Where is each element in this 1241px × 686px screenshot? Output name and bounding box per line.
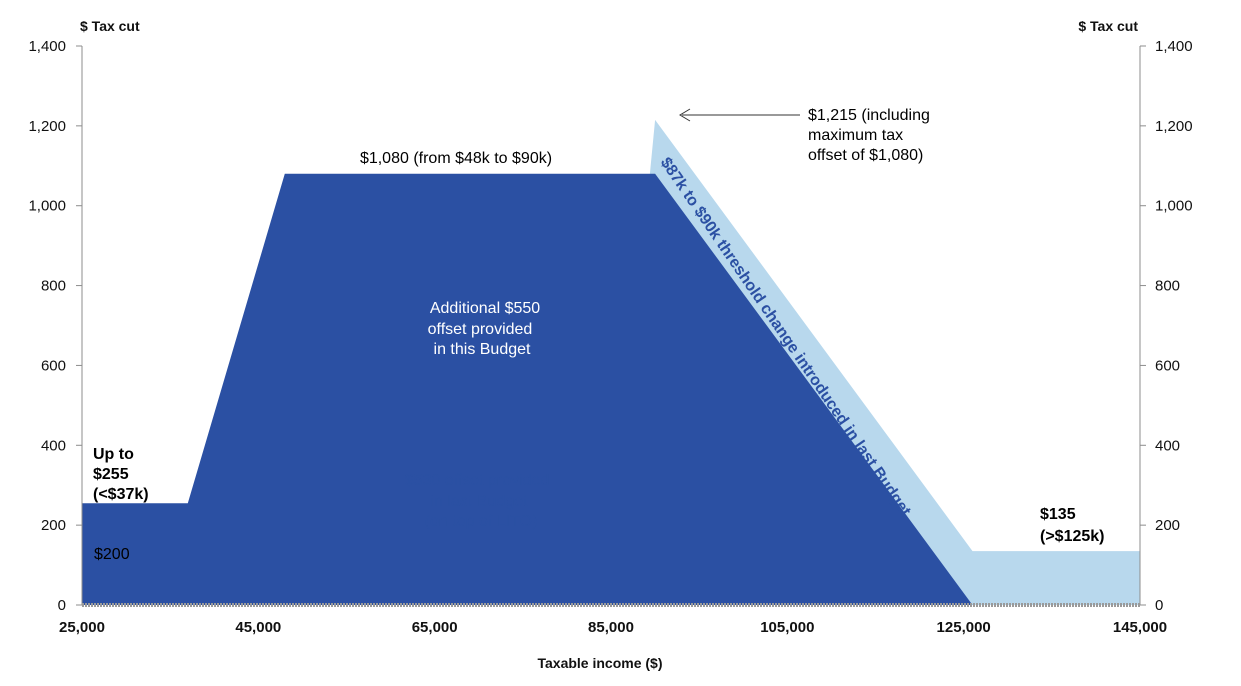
annotation-up-to-line1: Up to [93,446,134,463]
y-tick-label-right: 1,000 [1155,198,1193,215]
y-tick-label-left: 200 [41,517,66,534]
annotation-peak-plateau: $1,080 (from $48k to $90k) [360,150,552,167]
annotation-additional-line2: offset provided [428,321,533,338]
x-tick-label: 105,000 [760,619,814,636]
y-tick-label-left: 1,000 [28,198,66,215]
y-tick-label-left: 1,400 [28,38,66,55]
annotation-last-budget-line2: in last Budget [431,493,529,510]
y-axis-title-right: $ Tax cut [1078,18,1138,34]
annotation-arrow-head [679,108,691,122]
y-tick-label-right: 0 [1155,597,1163,614]
x-tick-label: 85,000 [588,619,634,636]
annotation-200: $200 [94,546,130,563]
y-tick-label-right: 400 [1155,437,1180,454]
x-tick-label: 65,000 [412,619,458,636]
y-tick-label-right: 1,200 [1155,118,1193,135]
y-tick-label-right: 200 [1155,517,1180,534]
annotation-up-to-line2: $255 [93,466,129,483]
y-tick-label-left: 0 [58,597,66,614]
axes: 0 0 200 200 400 400 600 600 800 800 1,000 1,000 1,20… [28,38,1192,636]
y-tick-label-left: 800 [41,278,66,295]
x-tick-label: 45,000 [235,619,281,636]
x-tick-label: 145,000 [1113,619,1167,636]
x-axis-title: Taxable income ($) [537,655,662,671]
annotation-additional-line3: in this Budget [434,341,532,358]
plot-areas [82,119,1140,606]
annotation-additional-line1: Additional $550 [430,300,540,317]
y-tick-label-right: 1,400 [1155,38,1193,55]
annotation-max-offset-line3: offset of $1,080) [808,147,923,164]
y-tick-label-right: 600 [1155,357,1180,374]
y-tick-label-left: 600 [41,357,66,374]
annotation-high-income-line1: $135 [1040,506,1076,523]
annotation-max-offset-line1: $1,215 (including [808,107,930,124]
annotation-last-budget-line1: $530 offset provided [405,472,550,489]
y-axis-title-left: $ Tax cut [80,18,140,34]
y-tick-label-right: 800 [1155,278,1180,295]
area-additional-offset [82,173,973,606]
x-tick-label: 25,000 [59,619,105,636]
annotation-max-offset-line2: maximum tax [808,127,903,144]
x-tick-label: 125,000 [937,619,991,636]
y-tick-label-left: 400 [41,437,66,454]
annotation-high-income-line2: (>$125k) [1040,528,1105,545]
annotation-up-to-line3: (<$37k) [93,486,149,503]
y-tick-label-left: 1,200 [28,118,66,135]
annotation-last-budget-line3: (on top of LITO) [425,513,538,530]
